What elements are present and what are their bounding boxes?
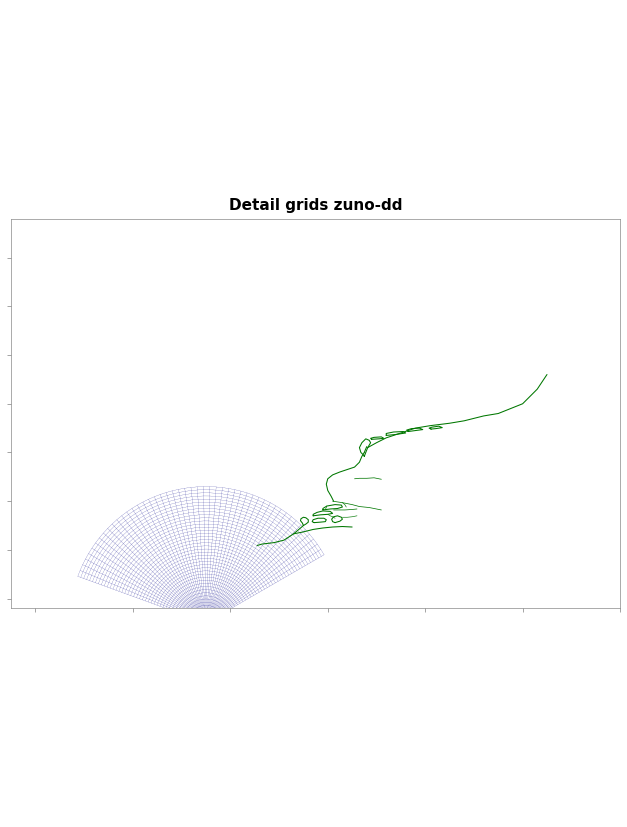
Title: Detail grids zuno-dd: Detail grids zuno-dd [229, 198, 403, 213]
